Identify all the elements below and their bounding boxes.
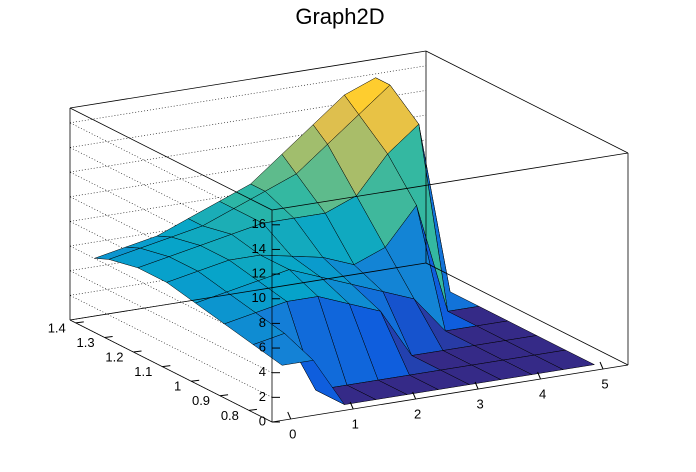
z-tick-label: 12: [252, 266, 266, 281]
y-tick: [162, 365, 171, 368]
y-tick-label: 0.8: [221, 408, 239, 423]
x-tick: [474, 381, 479, 390]
z-tick-label: 4: [259, 364, 266, 379]
chart-title: Graph2D: [295, 4, 384, 29]
box-edge: [271, 364, 629, 423]
y-tick-label: 1.1: [134, 364, 152, 379]
x-tick-label: 4: [539, 386, 546, 401]
x-tick: [537, 371, 542, 380]
z-tick-label: 14: [252, 241, 266, 256]
surface: [94, 77, 596, 405]
x-tick: [599, 361, 604, 370]
x-tick: [349, 401, 354, 410]
x-tick-label: 3: [476, 396, 483, 411]
y-tick: [219, 394, 229, 397]
box-edge: [69, 50, 427, 109]
x-tick-label: 1: [352, 416, 359, 431]
z-tick-label: 10: [252, 290, 266, 305]
x-tick: [412, 391, 417, 400]
x-tick: [287, 411, 292, 420]
x-tick-label: 5: [601, 376, 608, 391]
box-edge: [69, 262, 427, 321]
box-edge: [69, 319, 273, 423]
y-tick-label: 0.9: [192, 393, 210, 408]
grid-line: [69, 65, 427, 124]
z-tick-label: 8: [259, 315, 266, 330]
y-tick: [104, 335, 113, 338]
x-tick-label: 0: [289, 426, 296, 441]
y-tick-label: 1.3: [77, 335, 95, 350]
y-tick: [133, 350, 142, 353]
y-tick: [248, 408, 257, 411]
y-tick: [75, 321, 84, 324]
box-edge: [271, 152, 629, 211]
z-tick-label: 6: [259, 339, 266, 354]
z-tick-label: 0: [259, 413, 266, 428]
y-tick: [191, 379, 200, 382]
box-edge: [69, 107, 273, 211]
surface-cell: [252, 333, 314, 366]
box-edge: [425, 262, 629, 366]
x-tick-label: 2: [414, 406, 421, 421]
y-tick-label: 1.2: [105, 349, 123, 364]
z-tick-label: 2: [259, 389, 266, 404]
z-tick-label: 16: [252, 216, 266, 231]
box-edge: [425, 50, 629, 154]
y-tick-label: 1: [174, 379, 181, 394]
y-tick-label: 1.4: [48, 320, 66, 335]
